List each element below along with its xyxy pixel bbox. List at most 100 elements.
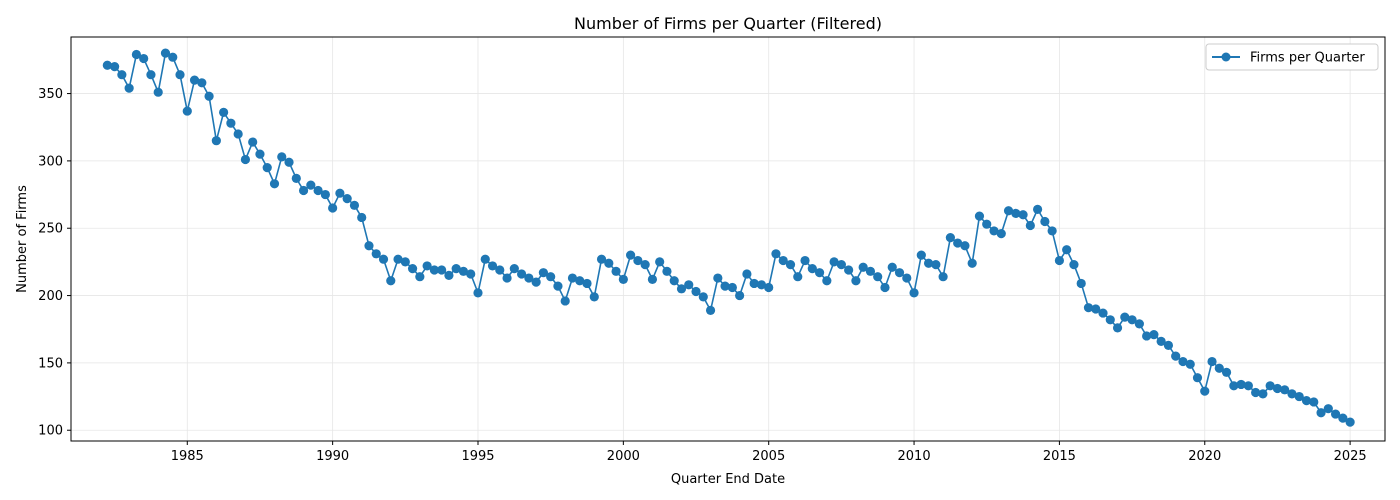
data-point — [1338, 413, 1348, 423]
series-layer — [102, 48, 1355, 427]
x-tick-label: 2015 — [1043, 449, 1076, 464]
data-point — [1345, 417, 1355, 427]
data-point — [727, 282, 737, 293]
data-point — [880, 282, 890, 293]
data-point — [1091, 304, 1101, 314]
chart-title: Number of Firms per Quarter (Filtered) — [574, 14, 882, 33]
data-point — [1025, 220, 1035, 231]
data-point — [153, 87, 163, 97]
data-point — [909, 288, 919, 298]
data-point — [444, 270, 454, 280]
data-point — [487, 261, 498, 271]
data-point — [342, 194, 352, 204]
data-point — [386, 276, 396, 286]
x-axis-label: Quarter End Date — [671, 472, 785, 487]
data-point — [1163, 340, 1174, 350]
data-point — [197, 78, 207, 88]
x-tick-label: 1995 — [461, 449, 494, 464]
data-point — [1272, 383, 1283, 394]
data-point — [1178, 356, 1188, 367]
data-point — [996, 229, 1006, 239]
data-point — [1156, 336, 1166, 346]
x-tick-label: 2000 — [607, 449, 640, 464]
data-point — [916, 250, 926, 260]
y-tick-label: 300 — [38, 154, 63, 169]
data-point — [1069, 259, 1079, 270]
data-point — [887, 262, 897, 272]
data-point — [458, 266, 469, 276]
data-point — [858, 262, 868, 272]
data-point — [611, 266, 621, 276]
data-point — [393, 254, 403, 264]
data-point — [248, 137, 258, 147]
data-point — [764, 282, 774, 293]
data-point — [1301, 396, 1312, 406]
legend-box — [1205, 43, 1379, 71]
data-point — [1083, 303, 1094, 313]
data-point — [175, 70, 185, 80]
data-point — [655, 257, 665, 267]
data-point — [931, 259, 941, 270]
data-point — [451, 264, 461, 274]
data-point — [211, 136, 221, 146]
data-point — [604, 258, 614, 268]
data-point — [1076, 278, 1086, 289]
data-point — [793, 272, 803, 282]
data-point — [720, 281, 730, 291]
data-point — [233, 129, 243, 139]
data-point — [495, 265, 505, 275]
data-point — [284, 157, 294, 167]
data-point — [371, 249, 381, 259]
data-point — [800, 255, 810, 266]
data-point — [538, 268, 549, 278]
data-point — [814, 268, 825, 278]
data-point — [328, 203, 338, 213]
data-point — [1120, 312, 1130, 322]
data-point — [742, 269, 752, 279]
data-point — [1316, 408, 1326, 418]
data-point — [240, 154, 251, 165]
data-point — [429, 265, 439, 275]
data-point — [189, 75, 200, 85]
data-point — [553, 281, 563, 291]
legend-label: Firms per Quarter — [1250, 51, 1365, 66]
data-point — [684, 280, 694, 290]
data-point — [771, 249, 781, 259]
data-point — [974, 211, 985, 221]
data-point — [1011, 208, 1021, 219]
data-point — [160, 48, 171, 58]
data-point — [1221, 367, 1232, 377]
data-point — [102, 60, 112, 70]
data-point — [705, 305, 716, 315]
data-point — [1062, 245, 1072, 255]
data-point — [437, 265, 447, 275]
data-point — [168, 52, 178, 62]
data-point — [124, 83, 134, 93]
x-tick-label: 1985 — [171, 449, 204, 464]
data-point — [1309, 397, 1319, 407]
x-tick-label: 2020 — [1188, 449, 1221, 464]
data-point — [749, 278, 759, 289]
data-point — [596, 254, 607, 264]
data-point — [298, 185, 309, 196]
data-point — [938, 272, 948, 282]
data-point — [676, 284, 687, 294]
data-point — [255, 149, 265, 159]
data-point — [669, 276, 679, 286]
data-point — [415, 272, 425, 282]
data-point — [923, 258, 934, 268]
data-point — [306, 180, 316, 190]
data-point — [735, 290, 745, 301]
data-point — [1200, 386, 1210, 396]
x-tick-label: 2025 — [1334, 449, 1367, 464]
data-point — [531, 277, 541, 287]
y-tick-label: 350 — [38, 87, 63, 102]
data-point — [633, 255, 643, 266]
data-point — [1127, 315, 1137, 325]
data-point — [1185, 359, 1195, 369]
data-point — [320, 189, 330, 200]
data-point — [1047, 226, 1057, 236]
data-point — [378, 254, 389, 264]
data-point — [1105, 315, 1115, 325]
